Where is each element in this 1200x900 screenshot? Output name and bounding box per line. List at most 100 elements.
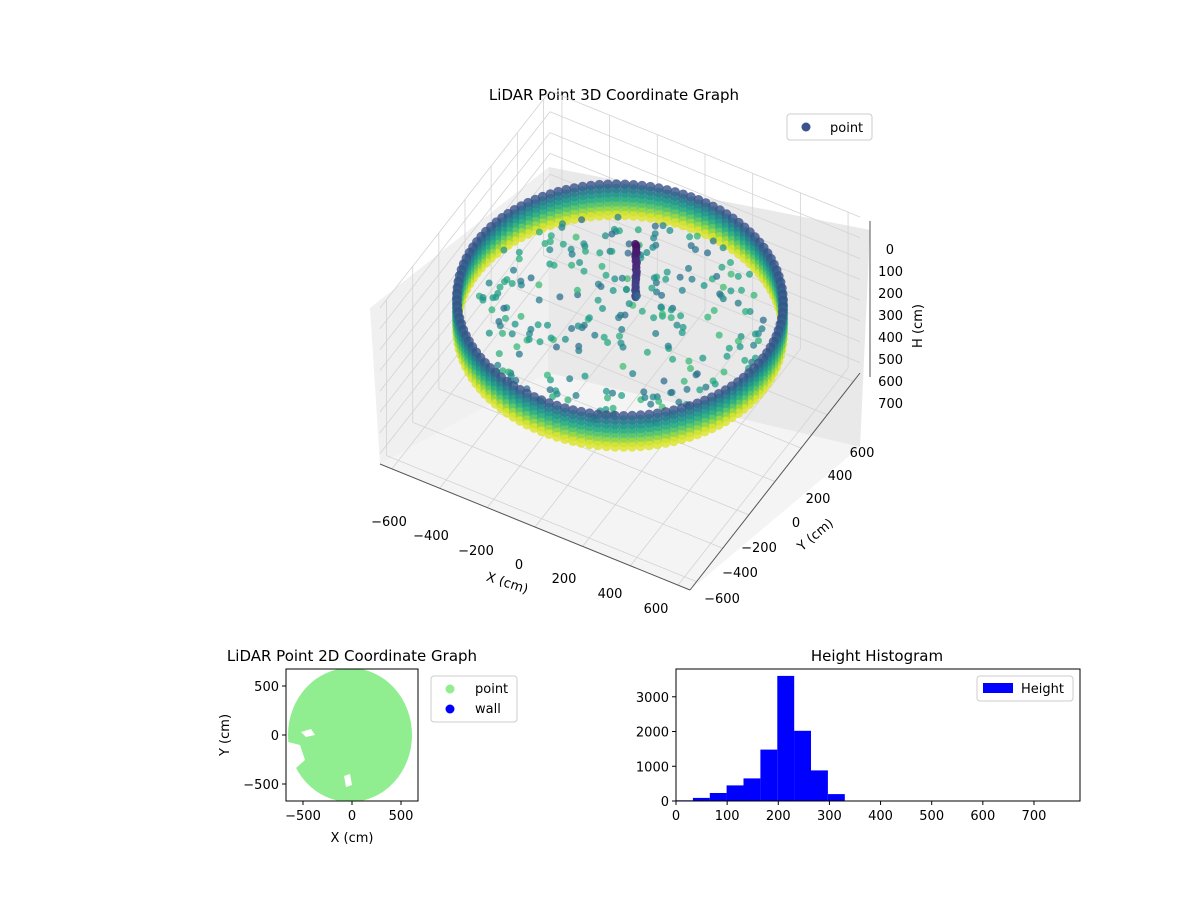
cloud-point (559, 220, 566, 228)
cloud-point (600, 333, 608, 341)
cloud-point (709, 237, 717, 245)
cloud-point (618, 326, 626, 333)
cloud-point (494, 289, 502, 297)
y-tick: 0 (661, 795, 669, 810)
cloud-point (568, 325, 576, 332)
cloud-point (660, 438, 671, 448)
cloud-point (549, 393, 557, 401)
cloud-point (513, 343, 521, 351)
z-tick: 100 (878, 265, 903, 280)
cloud-point (716, 290, 724, 298)
cloud-point (608, 230, 616, 238)
cloud-point (686, 233, 694, 241)
scatter3d-legend: point (786, 113, 873, 141)
cloud-point (525, 335, 533, 343)
cloud-point (738, 286, 745, 294)
cloud-point (658, 304, 666, 312)
cloud-point (640, 388, 648, 396)
cloud-point (620, 210, 630, 221)
cloud-point (719, 244, 727, 252)
gap-region (288, 742, 305, 768)
cloud-point (619, 343, 627, 351)
cloud-point (631, 240, 640, 248)
scatter2d-title: LiDAR Point 2D Coordinate Graph (227, 647, 477, 665)
cloud-point (619, 362, 627, 370)
cloud-point (699, 426, 710, 437)
cloud-point (550, 261, 558, 269)
x-tick: 400 (598, 587, 623, 602)
cloud-point (660, 377, 668, 385)
z-tick: 500 (878, 353, 903, 368)
cloud-point (632, 267, 641, 276)
cloud-point (704, 249, 711, 257)
x-axis-label: X (cm) (484, 570, 530, 598)
cloud-point (627, 442, 637, 452)
scatter2d-legend: point wall (430, 675, 518, 723)
cloud-point (609, 389, 616, 397)
cloud-point (616, 332, 623, 340)
cloud-point (653, 288, 661, 296)
cloud-point (643, 249, 651, 256)
cloud-point (517, 312, 525, 320)
cloud-point (529, 423, 539, 433)
z-tick: 0 (886, 243, 894, 258)
cloud-point (517, 277, 525, 285)
cloud-point (723, 352, 731, 360)
cloud-point (618, 274, 626, 282)
cloud-point (652, 330, 660, 337)
z-tick: 600 (878, 375, 903, 390)
cloud-point (535, 228, 543, 236)
cloud-point (751, 330, 759, 338)
cloud-point (696, 386, 704, 394)
cloud-point (713, 272, 721, 280)
cloud-point (559, 240, 567, 248)
y-tick: −400 (722, 566, 758, 581)
cloud-point (625, 300, 633, 308)
histogram-bar (692, 797, 710, 801)
cloud-point (651, 222, 659, 230)
y-tick: 1000 (636, 760, 669, 775)
cloud-point (720, 368, 728, 376)
gap-region (344, 774, 352, 787)
cloud-point (500, 304, 508, 312)
cloud-point (591, 331, 599, 339)
cloud-point (546, 386, 554, 394)
cloud-point (564, 396, 572, 404)
x-tick: 0 (348, 809, 356, 824)
cloud-point (648, 284, 656, 292)
cloud-point (568, 250, 576, 258)
cloud-point (715, 331, 723, 339)
cloud-point (534, 321, 542, 329)
cloud-point (541, 240, 549, 247)
z-tick: 200 (878, 287, 903, 302)
cloud-point (679, 323, 687, 331)
x-tick: −500 (285, 809, 321, 824)
cloud-point (686, 223, 696, 233)
cloud-point (704, 313, 712, 321)
cloud-point (568, 436, 578, 447)
cloud-point (688, 275, 696, 283)
cloud-point (644, 440, 654, 451)
cloud-point (741, 356, 749, 364)
cloud-point (659, 222, 667, 230)
cloud-point (632, 247, 641, 256)
cloud-point (582, 247, 589, 255)
gap-region (301, 729, 315, 737)
cloud-point (584, 439, 595, 450)
x-tick: 500 (389, 809, 414, 824)
y-axis-label: Y (cm) (218, 714, 233, 757)
cloud-point (511, 320, 519, 328)
cloud-point (629, 370, 637, 378)
cloud-point (575, 347, 583, 355)
y-tick: 500 (254, 680, 279, 695)
cloud-point (604, 339, 612, 346)
cloud-point (647, 400, 655, 408)
cloud-point (496, 322, 504, 330)
cloud-point (677, 312, 685, 320)
cloud-point (727, 287, 735, 295)
cloud-point (725, 344, 733, 352)
cloud-point (576, 438, 586, 448)
cloud-point (593, 440, 603, 451)
cloud-point (602, 271, 610, 279)
cloud-point (527, 325, 535, 333)
